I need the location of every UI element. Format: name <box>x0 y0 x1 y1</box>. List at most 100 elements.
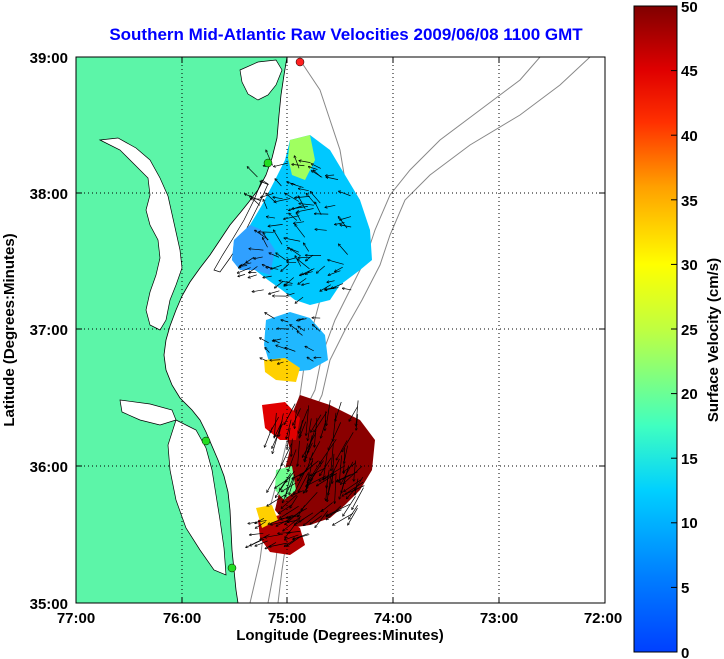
velocity-arrow <box>294 518 305 525</box>
velocity-arrow <box>310 192 321 204</box>
velocity-arrow <box>325 204 336 207</box>
velocity-arrow <box>298 259 310 270</box>
velocity-arrow <box>265 348 270 353</box>
velocity-arrow <box>278 361 284 364</box>
velocity-arrow <box>246 256 255 262</box>
velocity-arrow <box>327 280 335 283</box>
coastline <box>163 57 288 603</box>
velocity-arrow <box>317 473 336 485</box>
axis-ticks <box>75 57 606 603</box>
velocity-arrow <box>281 482 297 492</box>
velocity-arrow <box>255 540 268 546</box>
velocity-arrow <box>309 167 318 170</box>
velocity-arrow <box>302 282 310 285</box>
velocity-arrow <box>322 502 333 511</box>
velocity-arrow <box>343 496 356 515</box>
y-tick-label: 35:00 <box>30 596 68 613</box>
velocity-arrow <box>266 267 279 270</box>
velocity-arrow <box>341 465 349 493</box>
velocity-arrow <box>304 443 308 461</box>
velocity-arrow <box>296 213 301 222</box>
velocity-arrow <box>284 539 296 546</box>
velocity-arrow <box>315 229 327 230</box>
velocity-arrow <box>295 225 306 238</box>
colorbar-tick-label: 25 <box>681 322 698 339</box>
velocity-arrow <box>301 492 318 510</box>
colorbar-tick-label: 5 <box>681 580 689 597</box>
velocity-arrow <box>267 494 286 506</box>
velocity-arrow <box>270 360 281 361</box>
velocity-arrow <box>341 461 354 484</box>
velocity-arrow <box>292 206 308 208</box>
velocity-arrow <box>299 318 307 320</box>
velocity-arrow <box>326 504 350 515</box>
velocity-arrow <box>237 267 251 273</box>
velocity-arrow <box>255 230 269 240</box>
velocity-arrow <box>344 448 346 473</box>
velocity-arrow <box>290 495 298 508</box>
velocity-arrow <box>275 480 287 488</box>
velocity-arrow <box>276 253 286 261</box>
velocity-arrow <box>294 156 300 169</box>
grid-lines <box>76 57 605 603</box>
x-tick-label: 72:00 <box>584 610 622 627</box>
velocity-arrow <box>276 345 287 350</box>
velocity-arrow <box>337 474 351 481</box>
velocity-arrow <box>252 289 264 292</box>
velocity-arrow <box>241 262 252 266</box>
velocity-arrow <box>284 215 300 219</box>
velocity-arrow <box>273 197 283 200</box>
velocity-arrow <box>306 405 310 435</box>
velocity-arrow <box>354 460 356 480</box>
velocity-arrow <box>310 515 322 524</box>
velocity-arrow <box>298 440 300 466</box>
velocity-arrow <box>295 409 297 428</box>
velocity-arrow <box>279 413 284 436</box>
velocity-arrow <box>302 432 317 457</box>
velocity-arrow <box>356 400 359 425</box>
velocity-arrow <box>286 419 292 439</box>
velocity-arrows <box>237 150 365 548</box>
velocity-arrow <box>292 470 307 479</box>
velocity-arrow <box>306 194 316 205</box>
colorbar-ticks <box>671 5 677 588</box>
velocity-arrow <box>307 452 314 469</box>
velocity-arrow <box>275 420 283 437</box>
velocity-arrow <box>295 195 310 197</box>
velocity-arrow <box>293 408 301 425</box>
velocity-arrow <box>339 244 348 255</box>
velocity-arrow <box>320 457 332 476</box>
velocity-arrow <box>269 542 288 547</box>
velocity-arrow <box>328 260 344 265</box>
velocity-arrow <box>344 466 363 483</box>
velocity-arrow <box>250 532 264 535</box>
velocity-arrow <box>328 422 342 449</box>
velocity-arrow <box>342 432 354 451</box>
velocity-arrow <box>294 469 307 494</box>
velocity-arrow <box>274 230 283 245</box>
colorbar-tick-label: 40 <box>681 128 698 145</box>
velocity-arrow <box>281 494 297 508</box>
velocity-arrow <box>344 479 362 492</box>
velocity-arrow <box>295 296 304 303</box>
radar-station-marker <box>263 158 273 168</box>
velocity-arrow <box>290 249 301 257</box>
velocity-arrow <box>285 534 299 540</box>
velocity-arrow <box>268 517 285 524</box>
velocity-arrow <box>348 507 358 525</box>
colorbar-tick-label: 0 <box>681 645 689 659</box>
velocity-arrow <box>245 194 261 201</box>
velocity-arrow <box>313 325 321 332</box>
velocity-arrow <box>261 193 274 197</box>
velocity-arrow <box>305 346 314 352</box>
velocity-arrow <box>326 400 331 425</box>
velocity-arrow <box>304 243 310 252</box>
colorbar-tick-label: 50 <box>681 0 698 16</box>
y-tick-label: 38:00 <box>30 186 68 203</box>
velocity-arrow <box>314 417 318 447</box>
velocity-arrow <box>263 275 272 277</box>
velocity-arrow <box>274 162 289 167</box>
velocity-arrow <box>291 438 293 457</box>
velocity-arrow <box>282 443 292 465</box>
x-axis-label: Longitude (Degrees:Minutes) <box>236 627 444 644</box>
